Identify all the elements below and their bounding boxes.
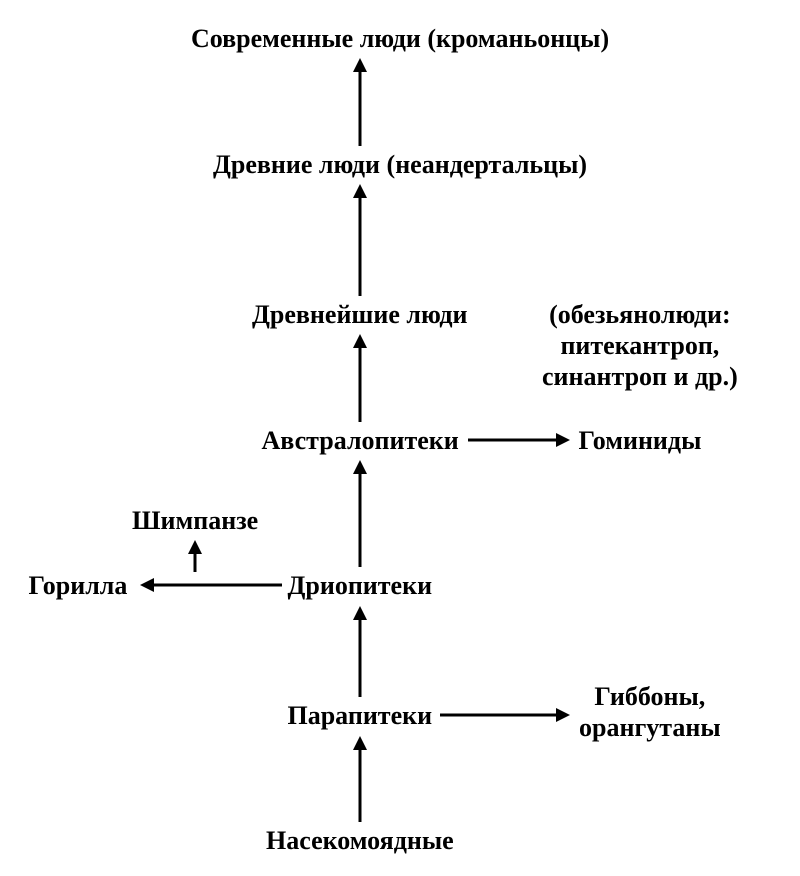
arrowhead-oldest-to-ancient	[353, 184, 367, 198]
node-para: Парапитеки	[288, 700, 433, 731]
arrowhead-australo-to-hominids	[556, 433, 570, 447]
arrowhead-insect-to-para	[353, 736, 367, 750]
node-modern: Современные люди (кроманьонцы)	[191, 23, 609, 54]
node-hominids: Гоминиды	[579, 425, 702, 456]
arrowhead-australo-to-oldest	[353, 334, 367, 348]
arrowhead-para-to-dryo	[353, 606, 367, 620]
node-oldest: Древнейшие люди	[252, 299, 468, 330]
arrowhead-dryo-to-chimp	[188, 540, 202, 554]
node-australo: Австралопитеки	[262, 425, 459, 456]
node-gibbon: Гиббоны, орангутаны	[579, 681, 721, 743]
arrowhead-para-to-gibbon	[556, 708, 570, 722]
node-apemen: (обезьянолюди: питекантроп, синантроп и …	[542, 299, 738, 393]
node-ancient: Древние люди (неандертальцы)	[213, 149, 587, 180]
node-gorilla: Горилла	[29, 570, 128, 601]
node-dryo: Дриопитеки	[288, 570, 433, 601]
arrowhead-dryo-to-australo	[353, 460, 367, 474]
node-insect: Насекомоядные	[266, 825, 454, 856]
arrowhead-ancient-to-modern	[353, 58, 367, 72]
node-chimp: Шимпанзе	[132, 505, 258, 536]
arrowhead-dryo-to-gorilla	[140, 578, 154, 592]
evolution-diagram: Современные люди (кроманьонцы) Древние лю…	[0, 0, 800, 876]
